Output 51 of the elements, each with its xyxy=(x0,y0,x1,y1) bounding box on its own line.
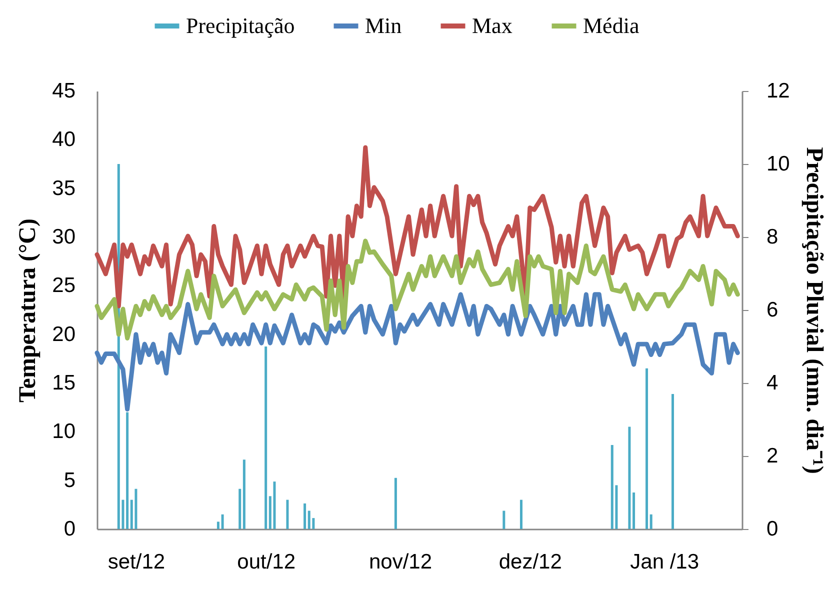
bar xyxy=(221,514,224,529)
bar xyxy=(242,460,246,529)
line-series xyxy=(94,292,740,412)
bar xyxy=(238,488,242,529)
y2-tick-label: 0 xyxy=(766,518,778,540)
bar xyxy=(126,412,129,529)
line-series xyxy=(94,238,740,340)
y-tick-label: 25 xyxy=(52,274,76,298)
bar xyxy=(394,478,397,529)
legend-label: Min xyxy=(365,13,402,38)
bar xyxy=(671,394,674,529)
y-tick-label: 30 xyxy=(52,226,76,248)
y-tick-label: 40 xyxy=(52,128,76,152)
legend-label: Média xyxy=(583,13,640,38)
bar xyxy=(502,510,506,529)
x-tick-label: Jan /13 xyxy=(630,550,700,574)
bar xyxy=(650,514,652,529)
y2-tick-label: 8 xyxy=(766,226,778,248)
y2-axis-title: Precipitação Pluvial (mm. dia⁻¹) xyxy=(800,147,827,474)
bar xyxy=(610,445,614,529)
bar xyxy=(520,500,522,529)
y-tick-label: 20 xyxy=(52,322,76,346)
bar xyxy=(273,482,276,529)
x-tick-label: nov/12 xyxy=(368,550,432,574)
bar xyxy=(216,522,220,529)
bar xyxy=(646,368,648,529)
bar xyxy=(286,500,289,529)
legend-label: Max xyxy=(472,13,512,38)
y2-tick-label: 2 xyxy=(766,444,778,468)
x-tick-label: out/12 xyxy=(237,550,296,574)
bar xyxy=(308,510,310,529)
y2-tick-label: 12 xyxy=(766,80,790,102)
y2-tick-label: 6 xyxy=(766,298,778,322)
legend-label: Precipitação xyxy=(186,13,295,38)
y-tick-label: 5 xyxy=(64,468,76,492)
y-axis-title: Temperatura (°C) xyxy=(15,218,42,403)
y-tick-label: 10 xyxy=(52,420,76,444)
y-tick-label: 45 xyxy=(52,80,76,102)
x-tick-label: set/12 xyxy=(108,550,166,574)
bar xyxy=(134,488,138,529)
line-series xyxy=(94,145,740,308)
y2-tick-label: 4 xyxy=(766,372,778,394)
x-tick-label: dez/12 xyxy=(498,550,562,574)
bar xyxy=(264,346,268,529)
y2-tick-label: 10 xyxy=(766,152,790,176)
bar xyxy=(304,503,306,529)
bar xyxy=(632,492,636,529)
y-tick-label: 0 xyxy=(64,518,76,540)
y-tick-label: 35 xyxy=(52,176,76,200)
bar xyxy=(628,426,631,529)
y-tick-label: 15 xyxy=(52,372,76,394)
